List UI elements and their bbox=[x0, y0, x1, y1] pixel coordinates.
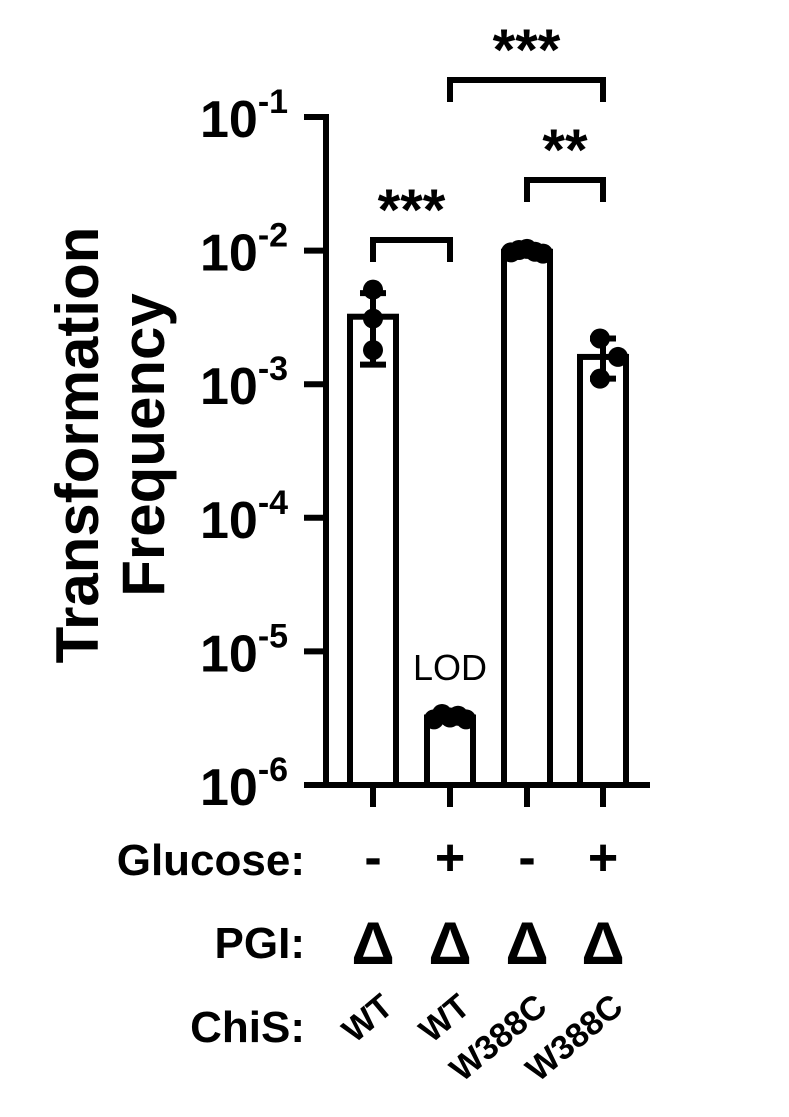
y-axis-title-line-2: Frequency bbox=[110, 293, 177, 597]
data-point-1-2 bbox=[363, 308, 383, 329]
y-tick-label-6: 10-6 bbox=[200, 751, 288, 817]
chis-value-1: WT bbox=[335, 987, 400, 1050]
significance-label-2: ** bbox=[542, 118, 588, 183]
glucose-value-4: + bbox=[588, 829, 618, 887]
chis-row-label: ChiS: bbox=[190, 1003, 305, 1052]
y-axis-title-line-1: Transformation bbox=[44, 227, 111, 664]
y-axis-title: Transformation Frequency bbox=[44, 227, 177, 664]
y-tick-label-4: 10-4 bbox=[200, 484, 288, 550]
data-point-1-1 bbox=[363, 279, 383, 300]
data-point-4-2 bbox=[608, 346, 628, 367]
data-point-3-5 bbox=[533, 243, 553, 264]
significance-bracket-3 bbox=[447, 77, 606, 102]
lod-label: LOD bbox=[413, 647, 487, 688]
lod-annotation: LOD bbox=[413, 647, 487, 688]
bar-3 bbox=[501, 248, 553, 788]
bar-4 bbox=[577, 353, 629, 788]
bar-1 bbox=[347, 313, 399, 788]
y-axis-ticks: 10-1 10-2 10-3 10-4 10-5 10-6 bbox=[200, 83, 326, 817]
data-point-4-1 bbox=[590, 328, 610, 349]
y-tick-label-1: 10-1 bbox=[200, 83, 288, 149]
data-points bbox=[363, 238, 628, 730]
glucose-value-3: - bbox=[518, 829, 535, 887]
glucose-value-1: - bbox=[364, 829, 381, 887]
significance-label-1: *** bbox=[378, 178, 446, 243]
significance-brackets: ******** bbox=[370, 18, 606, 262]
y-tick-label-3: 10-3 bbox=[200, 350, 288, 416]
pgi-value-1: Δ bbox=[351, 910, 394, 977]
pgi-value-2: Δ bbox=[428, 910, 471, 977]
bars bbox=[347, 248, 629, 788]
significance-bracket-2 bbox=[524, 177, 606, 202]
glucose-value-2: + bbox=[435, 829, 465, 887]
significance-bracket-1 bbox=[370, 237, 453, 262]
significance-label-3: *** bbox=[493, 18, 561, 83]
y-tick-label-5: 10-5 bbox=[200, 617, 288, 683]
pgi-value-3: Δ bbox=[505, 910, 548, 977]
data-point-1-3 bbox=[363, 340, 383, 361]
data-point-2-5 bbox=[456, 709, 476, 730]
y-tick-label-2: 10-2 bbox=[200, 217, 288, 283]
glucose-row-label: Glucose: bbox=[117, 836, 305, 885]
data-point-4-3 bbox=[590, 368, 610, 389]
pgi-row-label: PGI: bbox=[215, 919, 305, 968]
pgi-value-4: Δ bbox=[581, 910, 624, 977]
